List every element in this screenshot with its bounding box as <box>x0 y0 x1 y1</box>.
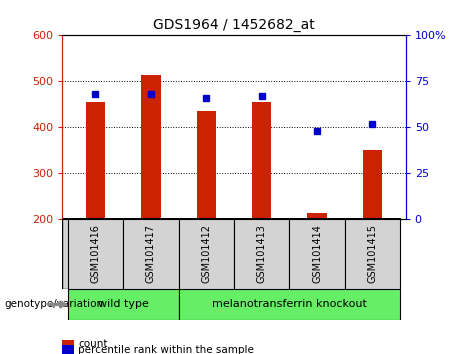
Bar <box>123 218 178 289</box>
Text: count: count <box>78 339 108 349</box>
Text: genotype/variation: genotype/variation <box>5 299 104 309</box>
Text: GSM101413: GSM101413 <box>257 224 266 282</box>
Bar <box>345 218 400 289</box>
Bar <box>252 102 272 219</box>
FancyBboxPatch shape <box>62 218 395 289</box>
Text: melanotransferrin knockout: melanotransferrin knockout <box>212 299 367 309</box>
Bar <box>363 150 382 219</box>
Text: GSM101417: GSM101417 <box>146 224 156 282</box>
Bar <box>68 218 123 289</box>
Text: wild type: wild type <box>98 299 148 309</box>
Bar <box>307 212 327 219</box>
Bar <box>68 289 178 320</box>
Text: GSM101412: GSM101412 <box>201 224 211 282</box>
Bar <box>234 218 290 289</box>
Bar <box>86 102 105 219</box>
Bar <box>141 74 160 219</box>
Bar <box>178 289 400 320</box>
Text: GSM101415: GSM101415 <box>367 224 378 282</box>
Text: GSM101416: GSM101416 <box>90 224 100 282</box>
Title: GDS1964 / 1452682_at: GDS1964 / 1452682_at <box>153 18 315 32</box>
Bar <box>196 111 216 219</box>
Text: percentile rank within the sample: percentile rank within the sample <box>78 345 254 354</box>
Text: GSM101414: GSM101414 <box>312 224 322 282</box>
Bar <box>290 218 345 289</box>
Bar <box>178 218 234 289</box>
